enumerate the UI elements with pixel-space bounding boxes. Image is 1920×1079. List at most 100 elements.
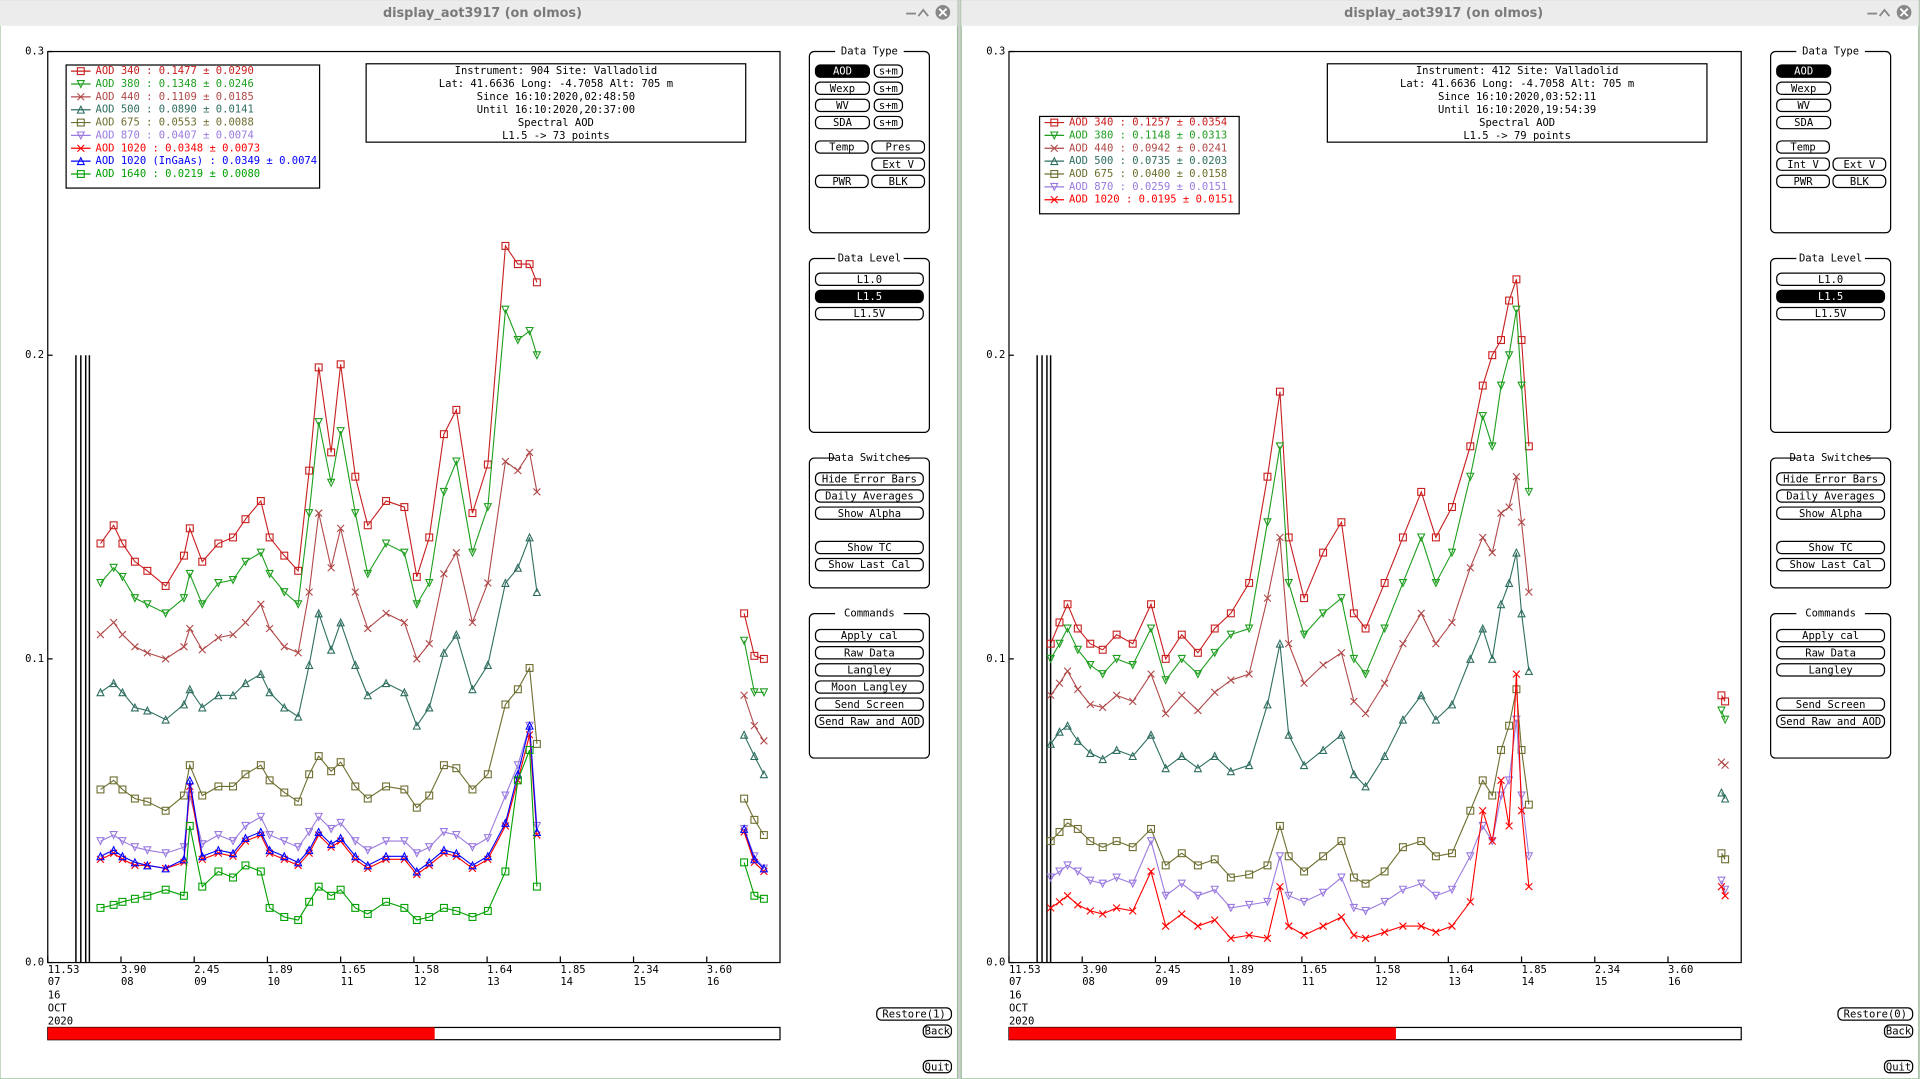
button[interactable] bbox=[1776, 540, 1886, 555]
button-label[interactable]: Daily Averages bbox=[825, 491, 914, 503]
button-label[interactable]: Temp bbox=[829, 142, 854, 154]
button-label[interactable]: Back bbox=[1886, 1026, 1912, 1038]
button[interactable] bbox=[1776, 98, 1832, 113]
button[interactable] bbox=[1776, 697, 1886, 711]
button-label[interactable]: PWR bbox=[832, 176, 852, 188]
button[interactable] bbox=[814, 714, 924, 729]
button-label[interactable]: Apply cal bbox=[841, 630, 898, 642]
button[interactable] bbox=[873, 115, 904, 130]
button-label[interactable]: AOD bbox=[833, 66, 852, 78]
button-label[interactable]: s+m bbox=[879, 100, 898, 112]
button[interactable] bbox=[814, 115, 870, 130]
button-label[interactable]: WV bbox=[1797, 100, 1810, 112]
button-label[interactable]: Send Screen bbox=[835, 699, 905, 711]
button[interactable] bbox=[1883, 1059, 1914, 1074]
button[interactable] bbox=[1776, 489, 1886, 503]
button[interactable] bbox=[871, 140, 926, 154]
button-label[interactable]: Pres bbox=[885, 142, 910, 154]
button[interactable] bbox=[814, 272, 924, 287]
button[interactable] bbox=[814, 81, 870, 96]
button[interactable] bbox=[1776, 157, 1831, 171]
button[interactable] bbox=[871, 174, 926, 189]
button[interactable] bbox=[1776, 174, 1831, 189]
button-label[interactable]: Show Last Cal bbox=[828, 559, 910, 571]
button-label[interactable]: Apply cal bbox=[1802, 630, 1859, 642]
button[interactable] bbox=[1776, 646, 1886, 660]
button-label[interactable]: SDA bbox=[1794, 117, 1814, 129]
button[interactable] bbox=[1883, 1024, 1914, 1038]
button[interactable] bbox=[814, 540, 924, 555]
button-label[interactable]: BLK bbox=[889, 176, 909, 188]
button-label[interactable]: Quit bbox=[925, 1061, 950, 1073]
button[interactable] bbox=[1837, 1007, 1914, 1021]
button[interactable] bbox=[814, 98, 870, 113]
button[interactable] bbox=[814, 646, 924, 660]
button-label[interactable]: Ext V bbox=[1844, 159, 1876, 171]
button-label[interactable]: Show Alpha bbox=[838, 508, 901, 520]
button-label[interactable]: Send Screen bbox=[1796, 699, 1866, 711]
button-label[interactable]: L1.0 bbox=[857, 274, 882, 286]
button-label[interactable]: PWR bbox=[1794, 176, 1814, 188]
button[interactable] bbox=[814, 472, 924, 486]
button-label[interactable]: L1.0 bbox=[1818, 274, 1843, 286]
button[interactable] bbox=[1776, 472, 1886, 486]
button[interactable] bbox=[1776, 557, 1886, 572]
button[interactable] bbox=[922, 1024, 953, 1038]
button-label[interactable]: Send Raw and AOD bbox=[1780, 716, 1881, 728]
button[interactable] bbox=[1832, 174, 1887, 189]
button[interactable] bbox=[1776, 140, 1831, 154]
button-label[interactable]: BLK bbox=[1850, 176, 1870, 188]
button[interactable] bbox=[1776, 81, 1832, 96]
button-label[interactable]: Ext V bbox=[882, 159, 914, 171]
button[interactable] bbox=[814, 489, 924, 503]
button[interactable] bbox=[1776, 64, 1832, 78]
button[interactable] bbox=[1832, 157, 1887, 171]
button[interactable] bbox=[1776, 272, 1886, 287]
button-label[interactable]: L1.5V bbox=[1815, 308, 1847, 320]
button-label[interactable]: Daily Averages bbox=[1786, 491, 1875, 503]
button-label[interactable]: Send Raw and AOD bbox=[819, 716, 920, 728]
button-label[interactable]: Wexp bbox=[830, 83, 855, 95]
button[interactable] bbox=[814, 628, 924, 643]
button-label[interactable]: Show Last Cal bbox=[1789, 559, 1871, 571]
button-label[interactable]: Show Alpha bbox=[1799, 508, 1862, 520]
button-label[interactable]: s+m bbox=[879, 117, 898, 129]
button[interactable] bbox=[873, 64, 904, 78]
button-label[interactable]: Langley bbox=[1808, 665, 1852, 677]
button-label[interactable]: Raw Data bbox=[844, 647, 895, 659]
button-label[interactable]: L1.5V bbox=[854, 308, 886, 320]
button-label[interactable]: Restore(0) bbox=[1844, 1009, 1907, 1021]
button[interactable] bbox=[873, 81, 904, 96]
button-label[interactable]: L1.5 bbox=[857, 291, 882, 303]
button-label[interactable]: Moon Langley bbox=[831, 682, 907, 694]
button[interactable] bbox=[814, 306, 924, 321]
button-label[interactable]: L1.5 bbox=[1818, 291, 1843, 303]
button[interactable] bbox=[814, 663, 924, 677]
button-label[interactable]: Wexp bbox=[1791, 83, 1816, 95]
button-label[interactable]: Int V bbox=[1787, 159, 1819, 171]
button-label[interactable]: Restore(1) bbox=[882, 1009, 945, 1021]
button[interactable] bbox=[814, 680, 924, 694]
button[interactable] bbox=[814, 289, 924, 304]
button[interactable] bbox=[814, 506, 924, 520]
button-label[interactable]: Show TC bbox=[847, 542, 891, 554]
button[interactable] bbox=[876, 1007, 953, 1021]
button-label[interactable]: Langley bbox=[847, 665, 891, 677]
button-label[interactable]: WV bbox=[836, 100, 849, 112]
button-label[interactable]: Back bbox=[925, 1026, 951, 1038]
button[interactable] bbox=[814, 64, 870, 78]
button[interactable] bbox=[873, 98, 904, 113]
button-label[interactable]: Hide Error Bars bbox=[1783, 474, 1878, 486]
button[interactable] bbox=[1776, 714, 1886, 729]
button[interactable] bbox=[1776, 663, 1886, 677]
button-label[interactable]: Raw Data bbox=[1805, 647, 1856, 659]
button-label[interactable]: s+m bbox=[879, 66, 898, 78]
button-label[interactable]: Temp bbox=[1790, 142, 1815, 154]
button[interactable] bbox=[814, 140, 869, 154]
button-label[interactable]: s+m bbox=[879, 83, 898, 95]
button-label[interactable]: Show TC bbox=[1808, 542, 1852, 554]
button-label[interactable]: AOD bbox=[1794, 66, 1813, 78]
button[interactable] bbox=[922, 1059, 953, 1074]
button[interactable] bbox=[1776, 628, 1886, 643]
button[interactable] bbox=[814, 174, 869, 189]
